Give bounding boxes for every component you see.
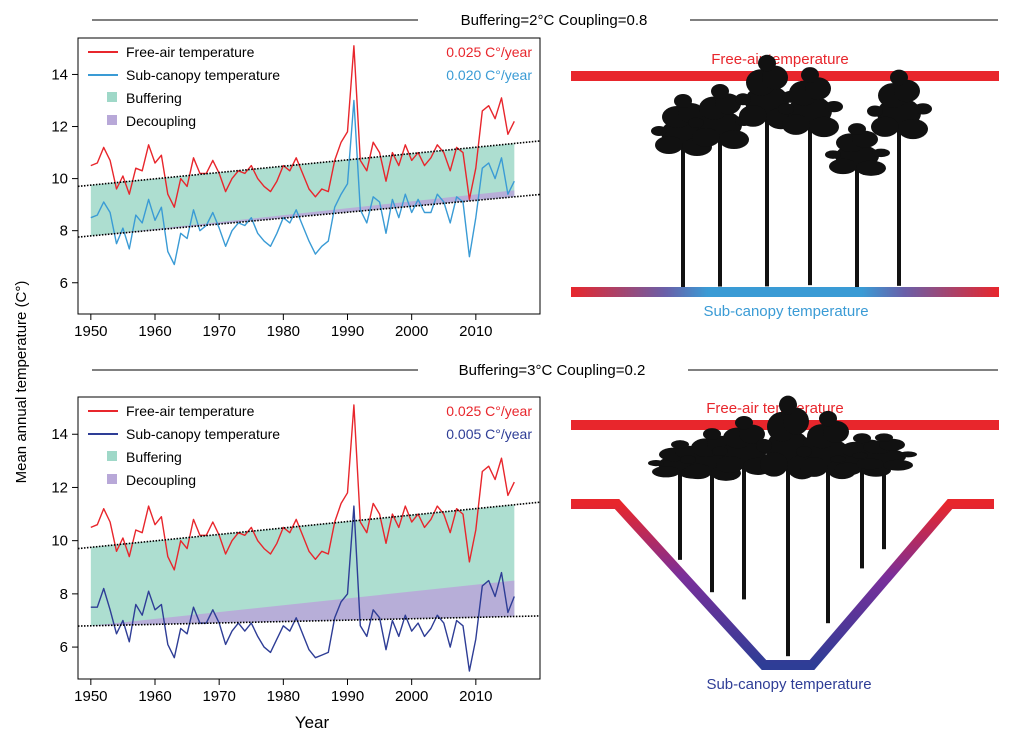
buffering-band (90, 143, 515, 236)
legend-decoupling-swatch (107, 474, 117, 484)
x-tick-label: 1970 (202, 323, 235, 340)
y-tick-label: 6 (60, 275, 68, 292)
tree-canopy-top (651, 54, 932, 288)
x-tick-label: 2000 (395, 323, 428, 340)
y-tick-label: 12 (51, 479, 68, 496)
diagram-free-air-label-bottom: Free-air temperature (706, 400, 844, 417)
free-air-series-line (90, 404, 515, 571)
plot-frame (77, 37, 541, 315)
legend-decoupling-label: Decoupling (126, 472, 196, 488)
legend-buffering-label: Buffering (126, 90, 182, 106)
x-tick-label: 2000 (395, 688, 428, 705)
decoupling-band (90, 580, 515, 626)
sub-canopy-trough-bottom (571, 499, 994, 670)
y-tick-label: 10 (51, 533, 68, 550)
x-tick-label: 1950 (74, 688, 107, 705)
y-tick-label: 8 (60, 586, 68, 603)
sub-canopy-rate-label: 0.020 C°/year (446, 67, 532, 83)
free-air-rate-label: 0.025 C°/year (446, 44, 532, 60)
legend-buffering-swatch (107, 92, 117, 102)
legend-sub-canopy-label: Sub-canopy temperature (126, 426, 280, 442)
chart-top: 1950 1960 1970 1980 1990 2000 2010 6 8 10 12 14 Free… (51, 37, 541, 340)
y-tick-label: 14 (51, 66, 68, 83)
y-tick-label: 10 (51, 171, 68, 188)
trend-free-air-line (77, 140, 541, 188)
chart-bottom: 1950 1960 1970 1980 1990 2000 2010 6 8 10 12 14 Free… (51, 396, 541, 705)
diagram-sub-canopy-label-bottom: Sub-canopy temperature (706, 676, 871, 693)
tree-canopy-bottom (648, 395, 917, 657)
x-tick-label: 1990 (331, 323, 364, 340)
x-tick-label: 1960 (138, 323, 171, 340)
x-tick-label: 1980 (267, 323, 300, 340)
x-axis-label: Year (295, 713, 330, 732)
y-tick-label: 6 (60, 639, 68, 656)
legend-free-air-label: Free-air temperature (126, 44, 255, 60)
legend-buffering-label: Buffering (126, 449, 182, 465)
plot-frame (77, 396, 541, 680)
y-axis-label: Mean annual temperature (C°) (13, 281, 30, 484)
y-tick-label: 12 (51, 119, 68, 136)
x-tick-label: 2010 (459, 688, 492, 705)
diagram-free-air-label-top: Free-air temperature (711, 51, 849, 68)
sub-canopy-bar-top (571, 287, 999, 297)
diagram-sub-canopy-label-top: Sub-canopy temperature (703, 303, 868, 320)
sub-canopy-series-line (90, 99, 515, 266)
legend-buffering-swatch (107, 451, 117, 461)
legend-sub-canopy-label: Sub-canopy temperature (126, 67, 280, 83)
x-tick-label: 1990 (331, 688, 364, 705)
legend-decoupling-swatch (107, 115, 117, 125)
trend-sub-canopy-line (77, 193, 541, 238)
legend-decoupling-label: Decoupling (126, 113, 196, 129)
legend-free-air-label: Free-air temperature (126, 403, 255, 419)
trend-free-air-line (77, 501, 541, 550)
diagram-bottom: Free-air temperature Sub-canopy temperat… (571, 395, 999, 693)
y-tick-label: 14 (51, 426, 68, 443)
free-air-rate-label: 0.025 C°/year (446, 403, 532, 419)
x-tick-label: 1960 (138, 688, 171, 705)
x-tick-label: 1970 (202, 688, 235, 705)
x-tick-label: 2010 (459, 323, 492, 340)
x-tick-label: 1950 (74, 323, 107, 340)
panel-title-top: Buffering=2°C Coupling=0.8 (461, 12, 648, 29)
x-tick-label: 1980 (267, 688, 300, 705)
diagram-top: Free-air temperature Sub-canopy temperat… (571, 51, 999, 320)
panel-title-bottom: Buffering=3°C Coupling=0.2 (459, 362, 646, 379)
sub-canopy-series-line (90, 505, 515, 672)
trend-sub-canopy-line (77, 615, 541, 627)
free-air-series-line (90, 45, 515, 208)
y-tick-label: 8 (60, 223, 68, 240)
sub-canopy-rate-label: 0.005 C°/year (446, 426, 532, 442)
